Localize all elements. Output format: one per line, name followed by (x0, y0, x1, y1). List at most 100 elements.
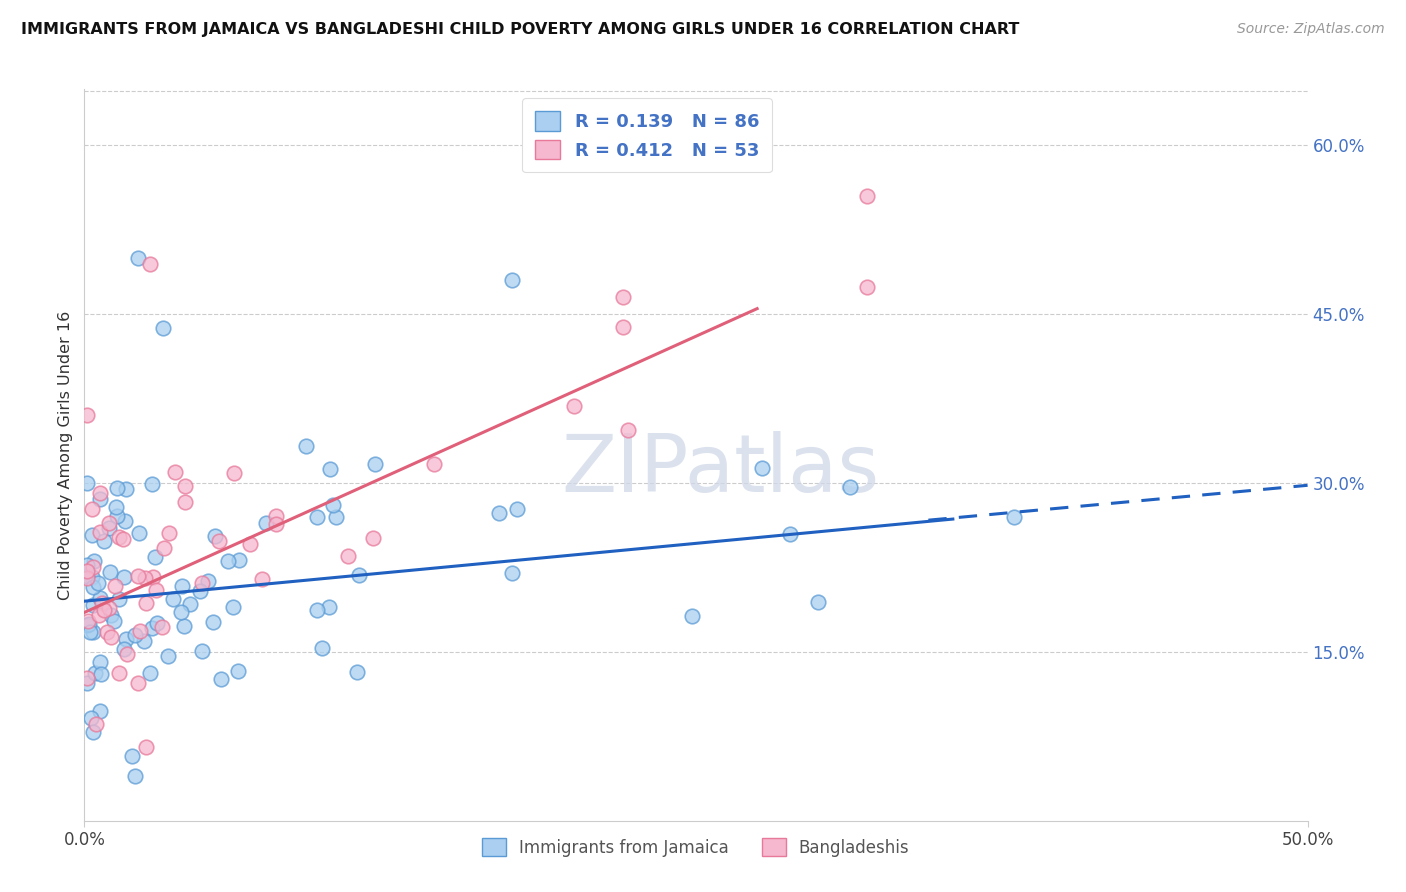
Point (103, 614, 125, 628)
Point (254, 516, 277, 530)
Point (89, 655, 111, 669)
Point (264, 508, 287, 523)
Point (502, 566, 524, 581)
Point (162, 591, 184, 606)
Point (76, 476, 98, 491)
Point (612, 290, 634, 304)
Point (76, 675, 98, 690)
Point (336, 549, 359, 564)
Point (305, 509, 328, 524)
Point (266, 516, 288, 531)
Point (191, 644, 214, 658)
Point (134, 633, 156, 648)
Point (173, 619, 195, 633)
Point (152, 321, 174, 335)
Point (222, 600, 245, 615)
Point (239, 537, 262, 551)
Point (141, 622, 163, 636)
Point (188, 583, 211, 598)
Point (82, 580, 104, 594)
Point (127, 569, 149, 583)
Point (76, 408, 98, 422)
Point (318, 462, 340, 476)
Point (96, 624, 118, 639)
Point (89, 705, 111, 719)
Point (681, 608, 703, 623)
Point (124, 769, 146, 783)
Point (208, 533, 231, 548)
Point (146, 616, 169, 631)
Point (127, 676, 149, 690)
Point (114, 642, 136, 657)
Point (108, 592, 131, 607)
Point (89, 591, 111, 606)
Text: IMMIGRANTS FROM JAMAICA VS BANGLADESHI CHILD POVERTY AMONG GIRLS UNDER 16 CORREL: IMMIGRANTS FROM JAMAICA VS BANGLADESHI C… (21, 22, 1019, 37)
Point (364, 457, 387, 471)
Point (80, 570, 103, 584)
Point (82, 598, 104, 612)
Point (105, 508, 128, 523)
Point (86, 576, 108, 591)
Point (76, 558, 98, 573)
Y-axis label: Child Poverty Among Girls Under 16: Child Poverty Among Girls Under 16 (58, 310, 73, 599)
Point (76, 671, 98, 685)
Point (80, 711, 103, 725)
Point (127, 251, 149, 265)
Point (157, 526, 180, 541)
Point (222, 467, 245, 481)
Point (562, 399, 585, 413)
Point (506, 502, 529, 516)
Point (100, 630, 122, 644)
Point (174, 495, 197, 509)
Point (191, 575, 214, 590)
Point (839, 479, 862, 493)
Point (86, 716, 108, 731)
Point (617, 423, 640, 437)
Point (173, 479, 195, 493)
Point (76, 571, 98, 585)
Point (201, 615, 224, 630)
Point (228, 553, 250, 567)
Point (318, 599, 340, 614)
Point (76, 564, 98, 578)
Point (204, 529, 226, 543)
Point (142, 570, 165, 584)
Point (104, 579, 127, 593)
Point (295, 439, 318, 453)
Point (139, 666, 162, 681)
Point (79, 624, 101, 639)
Point (150, 620, 173, 634)
Point (77, 616, 100, 631)
Point (82, 624, 104, 639)
Point (779, 526, 801, 541)
Point (76, 569, 98, 583)
Point (83, 554, 105, 568)
Point (115, 647, 138, 661)
Point (226, 664, 249, 678)
Point (80, 527, 103, 541)
Point (170, 579, 193, 593)
Point (128, 624, 150, 638)
Point (488, 506, 510, 520)
Point (76, 618, 98, 632)
Point (163, 465, 186, 479)
Point (250, 572, 273, 586)
Point (134, 571, 156, 585)
Point (856, 280, 879, 294)
Point (107, 665, 129, 680)
Point (93, 603, 115, 617)
Legend: Immigrants from Jamaica, Bangladeshis: Immigrants from Jamaica, Bangladeshis (475, 831, 917, 863)
Point (98, 601, 121, 615)
Point (89, 525, 111, 540)
Point (93, 533, 115, 548)
Point (105, 500, 128, 514)
Point (305, 603, 328, 617)
Point (100, 608, 122, 623)
Point (751, 461, 773, 475)
Point (135, 596, 157, 610)
Point (112, 532, 135, 546)
Text: ZIPatlas: ZIPatlas (561, 431, 880, 508)
Point (89, 492, 111, 507)
Point (114, 514, 136, 528)
Point (612, 320, 634, 334)
